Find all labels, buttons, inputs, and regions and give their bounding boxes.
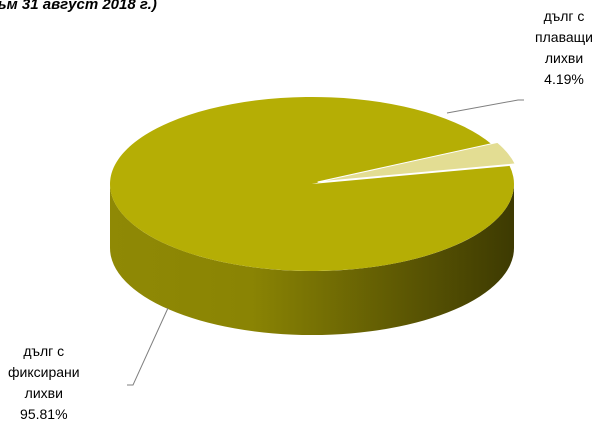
slice-label-floating-line3: лихви <box>544 50 584 66</box>
leader-line-floating <box>446 99 524 114</box>
slice-value-floating: 4.19% <box>544 71 584 87</box>
slice-label-floating-line1: дълг с <box>543 8 585 24</box>
slice-floating-rate <box>317 141 517 183</box>
slice-label-floating-line2: плаващи <box>535 29 593 45</box>
slice-label-floating: дълг с плаващи лихви 4.19% <box>535 6 593 90</box>
leader-line-fixed <box>127 307 169 386</box>
slice-label-fixed: дълг с фиксирани лихви 95.81% <box>8 341 80 425</box>
slice-label-fixed-line3: лихви <box>24 385 63 401</box>
pie-side-wall <box>110 184 514 335</box>
slice-value-fixed: 95.81% <box>20 406 68 422</box>
slice-label-fixed-line1: дълг с <box>23 343 65 359</box>
slice-label-fixed-line2: фиксирани <box>8 364 80 380</box>
chart-title: ъм 31 август 2018 г.) <box>0 0 157 13</box>
slice-fixed-rate <box>110 97 515 272</box>
